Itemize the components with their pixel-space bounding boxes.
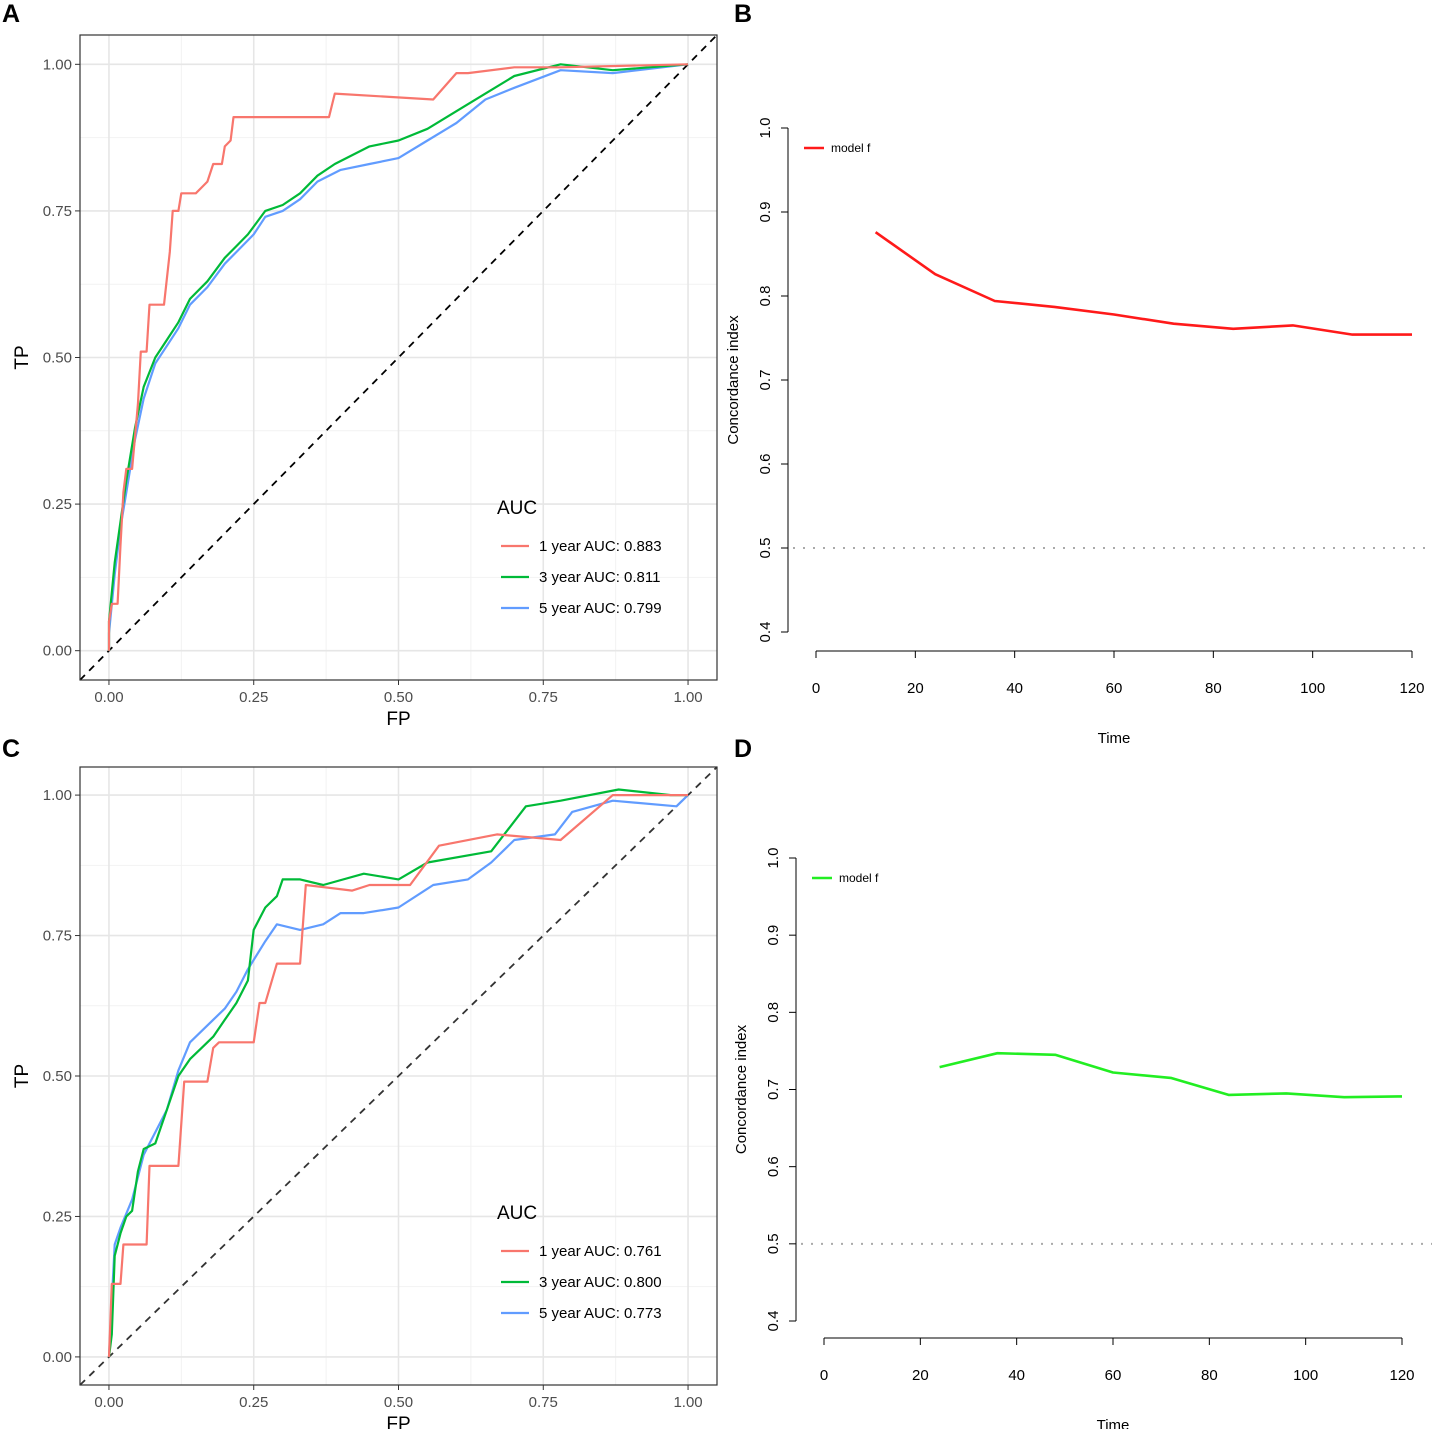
x-axis-title-d: Time <box>1097 1417 1130 1429</box>
x-tick-label-d-2: 40 <box>1008 1367 1025 1384</box>
x-tick-label-a-0: 0.00 <box>94 689 123 706</box>
x-tick-label-d-5: 100 <box>1293 1367 1318 1384</box>
legend-label-a-2: 5 year AUC: 0.799 <box>539 600 662 617</box>
panel-letter-c: C <box>2 735 20 763</box>
x-tick-label-d-3: 60 <box>1105 1367 1122 1384</box>
x-tick-label-d-6: 120 <box>1389 1367 1414 1384</box>
y-tick-label-c-0: 0.00 <box>43 1349 72 1366</box>
x-axis-title-a: FP <box>386 709 410 730</box>
y-tick-label-d-0: 0.4 <box>765 1311 782 1332</box>
x-tick-label-b-6: 120 <box>1399 680 1424 697</box>
legend-title-c: AUC <box>497 1203 537 1224</box>
x-tick-label-b-1: 20 <box>907 680 924 697</box>
x-tick-label-a-3: 0.75 <box>529 689 558 706</box>
diagonal-reference-line-c <box>79 766 718 1386</box>
y-tick-label-c-2: 0.50 <box>43 1068 72 1085</box>
panel-letter-d: D <box>734 735 752 763</box>
plot-frame-c <box>79 766 718 1386</box>
series-line-a-3-year <box>107 63 689 651</box>
panel-letter-a: A <box>2 0 20 28</box>
y-tick-label-a-0: 0.00 <box>43 643 72 660</box>
legend-label-a-0: 1 year AUC: 0.883 <box>539 538 662 555</box>
legend-label-a-1: 3 year AUC: 0.811 <box>539 569 660 586</box>
concordance-chart-d: 0.4 0.5 0.6 0.7 0.8 0.9 1.0 0 20 40 60 80 100 120 Time… <box>733 848 1432 1429</box>
series-line-c-3-year <box>107 788 688 1358</box>
x-tick-label-b-4: 80 <box>1205 680 1222 697</box>
x-tick-label-c-3: 0.75 <box>529 1394 558 1411</box>
legend-label-c-0: 1 year AUC: 0.761 <box>539 1243 662 1260</box>
y-tick-label-c-4: 1.00 <box>43 787 72 804</box>
x-tick-label-c-1: 0.25 <box>239 1394 268 1411</box>
legend-title-a: AUC <box>497 498 537 519</box>
y-tick-label-a-4: 1.00 <box>43 56 72 73</box>
series-line-c-1-year <box>107 794 688 1357</box>
x-tick-label-c-2: 0.50 <box>384 1394 413 1411</box>
y-tick-label-b-1: 0.5 <box>757 538 774 559</box>
y-tick-label-d-2: 0.6 <box>765 1156 782 1177</box>
y-tick-label-a-2: 0.50 <box>43 350 72 367</box>
x-tick-label-b-2: 40 <box>1006 680 1023 697</box>
x-tick-label-b-0: 0 <box>812 680 820 697</box>
x-tick-label-d-0: 0 <box>820 1367 828 1384</box>
y-axis-title-c: TP <box>12 1064 33 1088</box>
y-tick-label-d-5: 0.9 <box>765 925 782 946</box>
y-tick-label-d-4: 0.8 <box>765 1002 782 1023</box>
diagonal-reference-line-a <box>79 34 718 681</box>
series-line-a-1-year <box>107 63 689 651</box>
y-tick-label-a-1: 0.25 <box>43 496 72 513</box>
y-tick-label-c-1: 0.25 <box>43 1208 72 1225</box>
y-tick-label-b-0: 0.4 <box>757 622 774 643</box>
x-tick-label-d-4: 80 <box>1201 1367 1218 1384</box>
y-axis-title-b: Concordance index <box>725 315 742 445</box>
concordance-chart-b: 0.4 0.5 0.6 0.7 0.8 0.9 1.0 0 20 40 60 80 100 120 Time… <box>725 118 1432 747</box>
y-tick-label-a-3: 0.75 <box>43 203 72 220</box>
y-tick-label-b-6: 1.0 <box>757 118 774 139</box>
series-line-c-5-year <box>107 794 689 1357</box>
x-tick-label-d-1: 20 <box>912 1367 929 1384</box>
y-tick-label-d-3: 0.7 <box>765 1079 782 1100</box>
x-tick-label-a-4: 1.00 <box>673 689 702 706</box>
y-tick-label-b-3: 0.7 <box>757 370 774 391</box>
legend-label-c-1: 3 year AUC: 0.800 <box>539 1274 662 1291</box>
y-axis-title-a: TP <box>12 345 33 369</box>
x-tick-label-c-0: 0.00 <box>94 1394 123 1411</box>
x-tick-label-c-4: 1.00 <box>673 1394 702 1411</box>
y-tick-label-b-5: 0.9 <box>757 202 774 223</box>
plot-frame-a <box>79 34 718 681</box>
x-tick-label-a-2: 0.50 <box>384 689 413 706</box>
x-axis-title-b: Time <box>1098 730 1131 747</box>
y-axis-title-d: Concordance index <box>733 1024 750 1154</box>
series-line-d-model-f <box>939 1051 1403 1099</box>
legend-label-d: model f <box>839 871 879 885</box>
roc-chart-c: 0.00 0.25 0.50 0.75 1.00 0.00 0.25 0.50 0.75 1.00… <box>12 766 718 1429</box>
series-line-b-model-f <box>874 231 1412 336</box>
x-axis-title-c: FP <box>386 1414 410 1429</box>
legend-label-b: model f <box>831 141 871 155</box>
legend-label-c-2: 5 year AUC: 0.773 <box>539 1305 662 1322</box>
y-tick-label-d-1: 0.5 <box>765 1233 782 1254</box>
y-tick-label-b-4: 0.8 <box>757 286 774 307</box>
panel-letter-b: B <box>734 0 752 28</box>
y-tick-label-b-2: 0.6 <box>757 454 774 475</box>
x-tick-label-a-1: 0.25 <box>239 689 268 706</box>
y-tick-label-d-6: 1.0 <box>765 848 782 869</box>
y-tick-label-c-3: 0.75 <box>43 928 72 945</box>
roc-chart-a: 0.00 0.25 0.50 0.75 1.00 0.00 0.25 0.50 0.75 1.00… <box>12 34 718 730</box>
x-tick-label-b-3: 60 <box>1106 680 1123 697</box>
x-tick-label-b-5: 100 <box>1300 680 1325 697</box>
